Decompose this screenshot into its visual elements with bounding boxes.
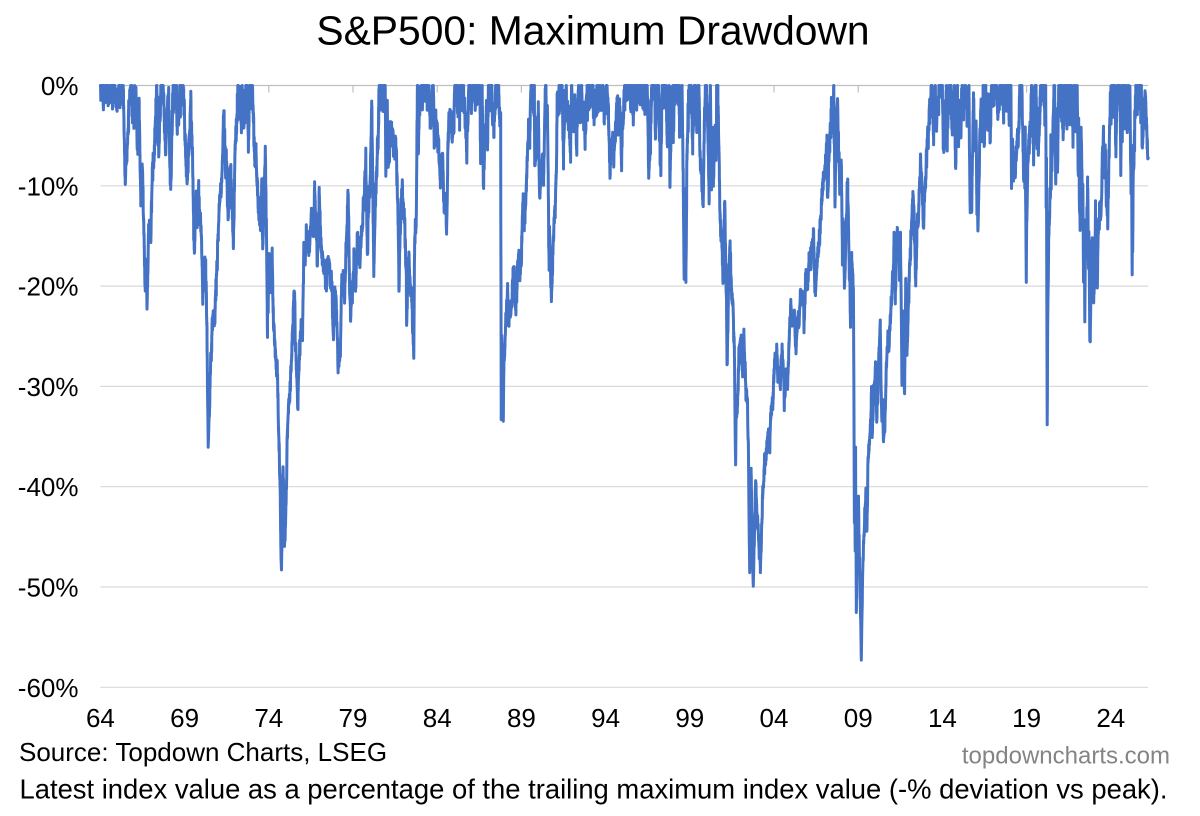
svg-text:64: 64 bbox=[86, 703, 115, 733]
svg-text:19: 19 bbox=[1012, 703, 1041, 733]
svg-text:99: 99 bbox=[675, 703, 704, 733]
svg-text:09: 09 bbox=[844, 703, 873, 733]
svg-text:-50%: -50% bbox=[18, 573, 79, 603]
svg-text:79: 79 bbox=[339, 703, 368, 733]
svg-text:84: 84 bbox=[423, 703, 452, 733]
svg-text:24: 24 bbox=[1096, 703, 1125, 733]
svg-text:89: 89 bbox=[507, 703, 536, 733]
svg-text:74: 74 bbox=[254, 703, 283, 733]
svg-text:0%: 0% bbox=[41, 71, 79, 101]
svg-text:-40%: -40% bbox=[18, 472, 79, 502]
svg-text:topdowncharts.com: topdowncharts.com bbox=[962, 743, 1170, 770]
svg-text:-60%: -60% bbox=[18, 673, 79, 703]
svg-text:-20%: -20% bbox=[18, 272, 79, 302]
svg-text:-10%: -10% bbox=[18, 171, 79, 201]
svg-text:94: 94 bbox=[591, 703, 620, 733]
svg-text:14: 14 bbox=[928, 703, 957, 733]
svg-text:-30%: -30% bbox=[18, 372, 79, 402]
svg-text:04: 04 bbox=[760, 703, 789, 733]
svg-text:Source: Topdown Charts, LSEG: Source: Topdown Charts, LSEG bbox=[19, 737, 387, 767]
svg-text:69: 69 bbox=[170, 703, 199, 733]
svg-text:S&P500: Maximum Drawdown: S&P500: Maximum Drawdown bbox=[316, 8, 869, 54]
svg-text:Latest index value as a percen: Latest index value as a percentage of th… bbox=[20, 774, 1168, 805]
